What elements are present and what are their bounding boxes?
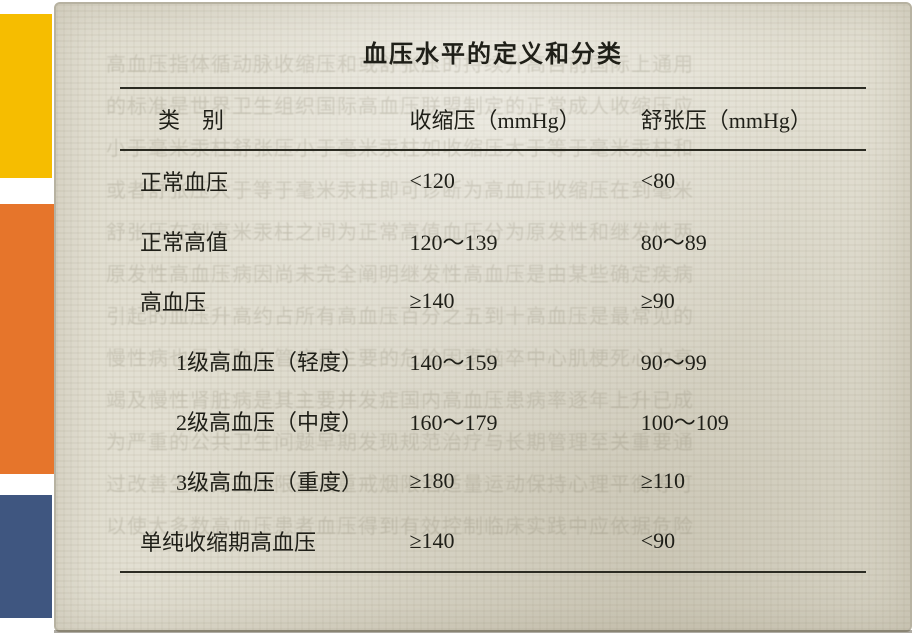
col-header-systolic: 收缩压（mmHg）	[403, 88, 634, 150]
cell-diastolic: <90	[635, 511, 866, 572]
bp-classification-table: 类别 收缩压（mmHg） 舒张压（mmHg） 正常血压 <120 <80 正常高…	[120, 87, 866, 573]
cell-category: 2级高血压（中度）	[120, 391, 403, 451]
cell-category: 高血压	[120, 271, 403, 331]
table-header-row: 类别 收缩压（mmHg） 舒张压（mmHg）	[120, 88, 866, 150]
table-row: 1级高血压（轻度） 140～159 90～99	[120, 331, 866, 391]
cell-diastolic: ≥110	[635, 451, 866, 511]
table-row: 2级高血压（中度） 160～179 100～109	[120, 391, 866, 451]
cell-category: 1级高血压（轻度）	[120, 331, 403, 391]
cell-diastolic: ≥90	[635, 271, 866, 331]
cell-systolic: ≥180	[403, 451, 634, 511]
cell-systolic: <120	[403, 150, 634, 211]
cell-systolic: 120～139	[403, 211, 634, 271]
col-header-category: 类别	[120, 88, 403, 150]
sidebar-block-navy	[0, 495, 52, 618]
table-row: 单纯收缩期高血压 ≥140 <90	[120, 511, 866, 572]
sidebar-block-yellow	[0, 14, 52, 178]
cell-category: 3级高血压（重度）	[120, 451, 403, 511]
table-row: 高血压 ≥140 ≥90	[120, 271, 866, 331]
cell-systolic: ≥140	[403, 271, 634, 331]
col-header-diastolic: 舒张压（mmHg）	[635, 88, 866, 150]
cell-category: 正常高值	[120, 211, 403, 271]
cell-category: 单纯收缩期高血压	[120, 511, 403, 572]
sidebar-block-orange	[0, 204, 54, 474]
cell-systolic: ≥140	[403, 511, 634, 572]
cell-diastolic: 90～99	[635, 331, 866, 391]
cell-diastolic: 100～109	[635, 391, 866, 451]
table-row: 正常高值 120～139 80～89	[120, 211, 866, 271]
cell-diastolic: <80	[635, 150, 866, 211]
scan-bottom-edge	[54, 630, 912, 633]
cell-diastolic: 80～89	[635, 211, 866, 271]
scanned-page: 高血压指体循动脉收缩压和或舒张压的持续升高目前国际上通用 的标准是世界卫生组织国…	[54, 2, 912, 632]
cell-category: 正常血压	[120, 150, 403, 211]
table-row: 3级高血压（重度） ≥180 ≥110	[120, 451, 866, 511]
cell-systolic: 160～179	[403, 391, 634, 451]
table-title: 血压水平的定义和分类	[120, 34, 866, 69]
cell-systolic: 140～159	[403, 331, 634, 391]
table-row: 正常血压 <120 <80	[120, 150, 866, 211]
table-content: 血压水平的定义和分类 类别 收缩压（mmHg） 舒张压（mmHg） 正常血压 <…	[56, 4, 910, 573]
page-root: 高血压指体循动脉收缩压和或舒张压的持续升高目前国际上通用 的标准是世界卫生组织国…	[0, 0, 920, 637]
